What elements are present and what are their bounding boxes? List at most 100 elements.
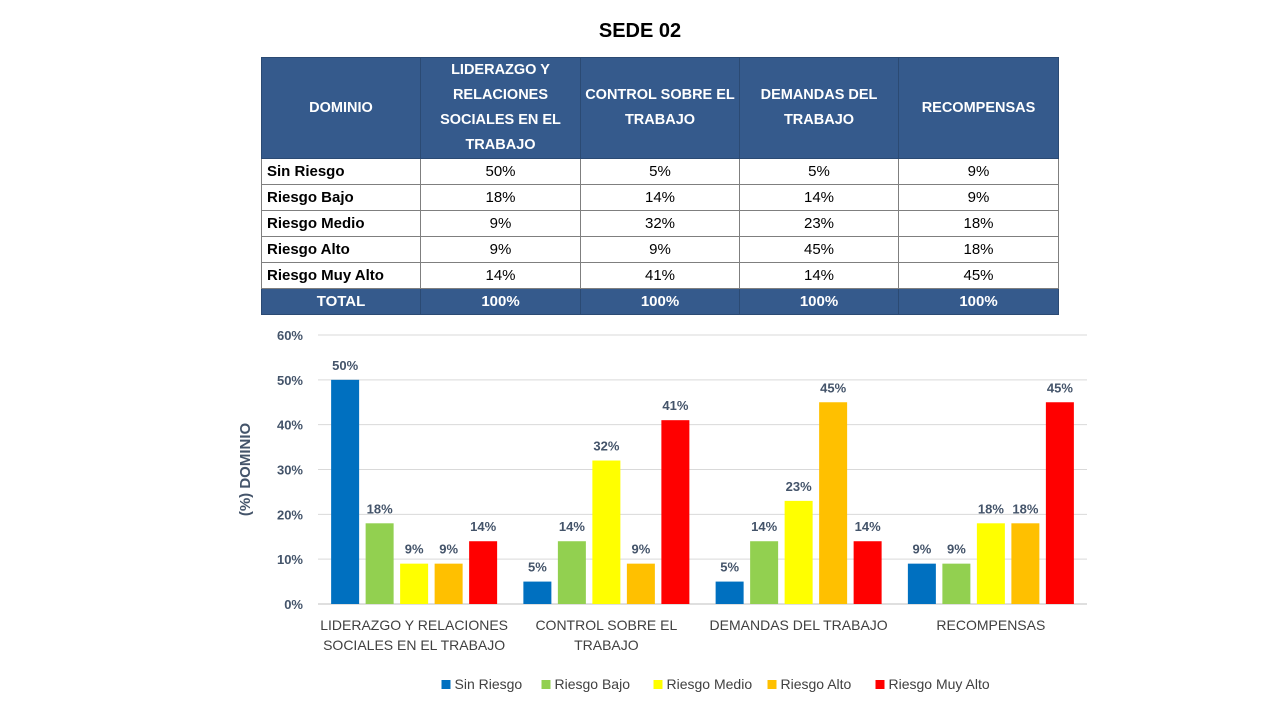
header-liderazgo: LIDERAZGO Y RELACIONES SOCIALES EN EL TR… — [420, 57, 581, 159]
table-cell: 9% — [420, 236, 581, 263]
table-cell: 23% — [739, 210, 899, 237]
data-label: 14% — [470, 519, 496, 534]
bar — [400, 563, 429, 604]
row-label: Riesgo Bajo — [261, 184, 421, 211]
data-label: 14% — [855, 519, 881, 534]
row-label: Sin Riesgo — [261, 158, 421, 185]
table-cell: 18% — [898, 236, 1059, 263]
total-cell: 100% — [739, 288, 899, 315]
bar — [784, 500, 813, 604]
data-label: 45% — [1047, 380, 1073, 395]
table-cell: 45% — [739, 236, 899, 263]
data-label: 14% — [751, 519, 777, 534]
table-row: Riesgo Bajo 18% 14% 14% 9% — [261, 184, 1059, 211]
legend-label: Riesgo Muy Alto — [889, 676, 990, 692]
legend-swatch — [875, 680, 885, 689]
x-category-label: SOCIALES EN EL TRABAJO — [323, 637, 505, 653]
table-row: Riesgo Muy Alto 14% 41% 14% 45% — [261, 262, 1059, 289]
legend-label: Riesgo Bajo — [555, 676, 631, 692]
table-cell: 14% — [420, 262, 581, 289]
data-label: 18% — [1012, 501, 1038, 516]
x-category-label: RECOMPENSAS — [936, 617, 1045, 633]
table-cell: 5% — [739, 158, 899, 185]
total-cell: 100% — [420, 288, 581, 315]
bar — [853, 541, 882, 604]
bar — [434, 563, 463, 604]
table-cell: 18% — [420, 184, 581, 211]
y-tick-label: 40% — [277, 418, 303, 433]
bar — [715, 581, 744, 604]
summary-table: DOMINIO LIDERAZGO Y RELACIONES SOCIALES … — [261, 57, 1059, 315]
table-cell: 9% — [580, 236, 740, 263]
data-label: 18% — [978, 501, 1004, 516]
data-label: 45% — [820, 380, 846, 395]
data-label: 9% — [631, 542, 650, 557]
y-tick-label: 60% — [277, 328, 303, 343]
bar — [907, 563, 936, 604]
bar — [942, 563, 971, 604]
header-control: CONTROL SOBRE EL TRABAJO — [580, 57, 740, 159]
table-row: Riesgo Medio 9% 32% 23% 18% — [261, 210, 1059, 237]
chart-svg: 0% 10% 20% 30% 40% 50% 60% (%) DOMINIO 50% 5% 5% 9%… — [237, 328, 1087, 692]
bar — [626, 563, 655, 604]
data-label: 23% — [786, 479, 812, 494]
data-label: 32% — [593, 439, 619, 454]
data-label: 18% — [367, 501, 393, 516]
total-cell: 100% — [898, 288, 1059, 315]
bar — [819, 402, 848, 604]
table-cell: 32% — [580, 210, 740, 237]
header-recompensas: RECOMPENSAS — [898, 57, 1059, 159]
legend-swatch — [653, 680, 663, 689]
table-row: Riesgo Alto 9% 9% 45% 18% — [261, 236, 1059, 263]
table-header-row: DOMINIO LIDERAZGO Y RELACIONES SOCIALES … — [261, 57, 1059, 159]
bar-chart: 0% 10% 20% 30% 40% 50% 60% (%) DOMINIO 50% 5% 5% 9%… — [225, 318, 1105, 718]
data-label: 9% — [947, 542, 966, 557]
header-demandas: DEMANDAS DEL TRABAJO — [739, 57, 899, 159]
table-cell: 41% — [580, 262, 740, 289]
data-label: 9% — [405, 542, 424, 557]
table-total-row: TOTAL 100% 100% 100% 100% — [261, 288, 1059, 315]
table-cell: 14% — [580, 184, 740, 211]
bar — [976, 523, 1005, 604]
bar — [365, 523, 394, 604]
x-category-label: CONTROL SOBRE EL — [535, 617, 677, 633]
y-tick-label: 50% — [277, 373, 303, 388]
data-label: 50% — [332, 358, 358, 373]
bar — [331, 379, 360, 604]
bar — [750, 541, 779, 604]
table-cell: 9% — [898, 158, 1059, 185]
table-cell: 45% — [898, 262, 1059, 289]
x-category-label: LIDERAZGO Y RELACIONES — [320, 617, 508, 633]
table-row: Sin Riesgo 50% 5% 5% 9% — [261, 158, 1059, 185]
legend-swatch — [441, 680, 451, 689]
bar — [661, 420, 690, 604]
data-label: 9% — [439, 542, 458, 557]
table-cell: 14% — [739, 184, 899, 211]
row-label: Riesgo Alto — [261, 236, 421, 263]
page-title: SEDE 02 — [598, 20, 682, 42]
row-label: Riesgo Muy Alto — [261, 262, 421, 289]
table-cell: 9% — [898, 184, 1059, 211]
data-label: 5% — [528, 560, 547, 575]
data-label: 9% — [912, 542, 931, 557]
header-dominio: DOMINIO — [261, 57, 421, 159]
x-category-label: TRABAJO — [574, 637, 639, 653]
legend-label: Sin Riesgo — [455, 676, 523, 692]
bar — [523, 581, 552, 604]
legend-swatch — [767, 680, 777, 689]
y-tick-label: 30% — [277, 463, 303, 478]
y-tick-label: 10% — [277, 552, 303, 567]
y-axis-title: (%) DOMINIO — [237, 423, 254, 517]
total-label: TOTAL — [261, 288, 421, 315]
total-cell: 100% — [580, 288, 740, 315]
y-tick-label: 20% — [277, 507, 303, 522]
bar — [1011, 523, 1040, 604]
bar — [1045, 402, 1074, 604]
bar — [592, 460, 621, 604]
bar — [469, 541, 498, 604]
row-label: Riesgo Medio — [261, 210, 421, 237]
legend-swatch — [541, 680, 551, 689]
bar — [557, 541, 586, 604]
data-label: 5% — [720, 560, 739, 575]
table-cell: 50% — [420, 158, 581, 185]
